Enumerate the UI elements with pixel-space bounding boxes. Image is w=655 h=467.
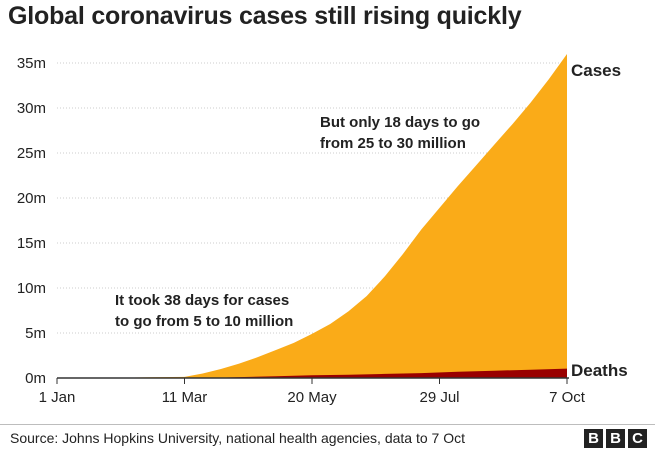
x-tick-label: 11 Mar xyxy=(162,389,208,406)
y-tick-label: 10m xyxy=(17,280,46,297)
bbc-logo-letter: B xyxy=(606,429,625,448)
bbc-logo: B B C xyxy=(584,429,647,448)
series-label-cases: Cases xyxy=(571,61,621,80)
annotation-late-line-2: from 25 to 30 million xyxy=(320,135,466,152)
y-tick-label: 5m xyxy=(25,325,46,342)
annotation-early-line-2: to go from 5 to 10 million xyxy=(115,313,293,330)
x-tick-label: 1 Jan xyxy=(39,389,76,406)
bbc-logo-letter: B xyxy=(584,429,603,448)
deaths-area xyxy=(57,368,567,378)
bbc-logo-letter: C xyxy=(628,429,647,448)
source-note: Source: Johns Hopkins University, nation… xyxy=(10,430,465,446)
y-tick-label: 0m xyxy=(25,370,46,387)
y-axis-ticks: 0m 5m 10m 15m 20m 25m 30m 35m xyxy=(17,55,46,387)
y-tick-label: 35m xyxy=(17,55,46,72)
annotation-late-line-1: But only 18 days to go xyxy=(320,114,480,131)
x-tick-label: 20 May xyxy=(287,389,337,406)
footer-divider xyxy=(0,424,655,425)
y-tick-label: 25m xyxy=(17,145,46,162)
y-tick-label: 20m xyxy=(17,190,46,207)
chart-areas xyxy=(57,54,567,378)
y-tick-label: 15m xyxy=(17,235,46,252)
gridlines xyxy=(57,62,567,334)
annotation-early-line-1: It took 38 days for cases xyxy=(115,292,289,309)
area-chart: 0m 5m 10m 15m 20m 25m 30m 35m 1 Jan 11 Mar 20 May… xyxy=(17,54,628,406)
x-tick-label: 7 Oct xyxy=(549,389,586,406)
chart-title: Global coronavirus cases still rising qu… xyxy=(8,2,522,30)
series-label-deaths: Deaths xyxy=(571,361,628,380)
y-tick-label: 30m xyxy=(17,100,46,117)
cases-area xyxy=(57,54,567,378)
x-axis-ticks: 1 Jan 11 Mar 20 May 29 Jul 7 Oct xyxy=(39,378,586,406)
x-tick-label: 29 Jul xyxy=(419,389,459,406)
